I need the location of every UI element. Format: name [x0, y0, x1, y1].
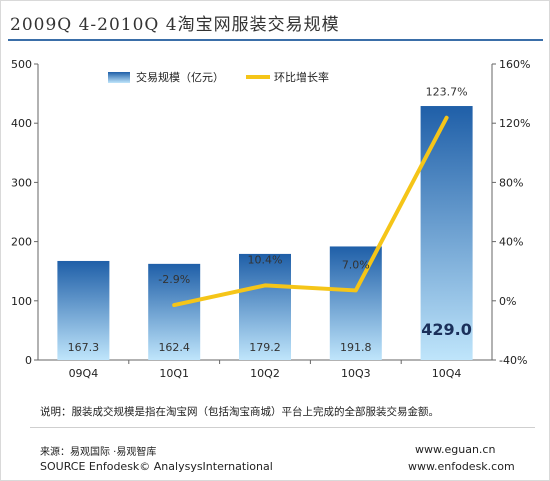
right-tick-label: 120%: [499, 117, 530, 130]
bar-value-label: 429.0: [421, 320, 472, 339]
right-tick-label: 0%: [499, 295, 516, 308]
legend-line-label: 环比增长率: [274, 70, 329, 84]
right-tick-label: 160%: [499, 58, 530, 71]
right-tick-label: 80%: [499, 176, 523, 189]
source-cn: 来源：易观国际 ·易观智库: [40, 447, 157, 458]
bar-value-label: 179.2: [249, 341, 281, 354]
left-tick-label: 200: [11, 236, 32, 249]
growth-rate-label: -2.9%: [158, 273, 190, 286]
x-tick-label: 10Q2: [250, 367, 280, 380]
x-tick-label: 10Q3: [341, 367, 371, 380]
bar-value-label: 162.4: [158, 341, 190, 354]
legend-bar-swatch: [108, 72, 130, 83]
footer-divider: [30, 427, 535, 428]
left-tick-label: 400: [11, 117, 32, 130]
footnote: 说明：服装成交规模是指在淘宝网（包括淘宝商城）平台上完成的全部服装交易金额。: [40, 406, 439, 418]
bar-value-label: 191.8: [340, 341, 372, 354]
x-tick-label: 09Q4: [69, 367, 99, 380]
chart: 0 100 200 300 400 500 -40% 0% 40% 80% 120% 160% 09Q4…: [11, 58, 530, 380]
growth-rate-label: 7.0%: [342, 258, 370, 271]
right-tick-label: -40%: [499, 354, 527, 367]
source-en: SOURCE Enfodesk© AnalysysInternational: [40, 460, 273, 473]
bar-09Q4: [57, 260, 110, 360]
left-tick-label: 0: [25, 354, 32, 367]
x-tick-label: 10Q1: [159, 367, 189, 380]
left-tick-label: 300: [11, 176, 32, 189]
bar-10Q1: [148, 263, 201, 360]
chart-title: 2009Q 4-2010Q 4淘宝网服装交易规模: [10, 15, 340, 35]
growth-rate-label: 123.7%: [426, 86, 468, 99]
right-tick-label: 40%: [499, 236, 523, 249]
bar-10Q2: [239, 253, 291, 360]
title-underline: [8, 39, 543, 41]
bar-10Q3: [329, 246, 382, 360]
x-tick-label: 10Q4: [432, 367, 462, 380]
left-tick-label: 500: [11, 58, 32, 71]
bar-value-label: 167.3: [68, 341, 100, 354]
growth-rate-line: [172, 115, 449, 308]
legend-bar-label: 交易规模（亿元）: [136, 70, 224, 84]
left-tick-label: 100: [11, 295, 32, 308]
site-eguan: www.eguan.cn: [415, 443, 496, 456]
growth-rate-label: 10.4%: [248, 253, 283, 266]
site-enfodesk: www.enfodesk.com: [408, 460, 515, 473]
